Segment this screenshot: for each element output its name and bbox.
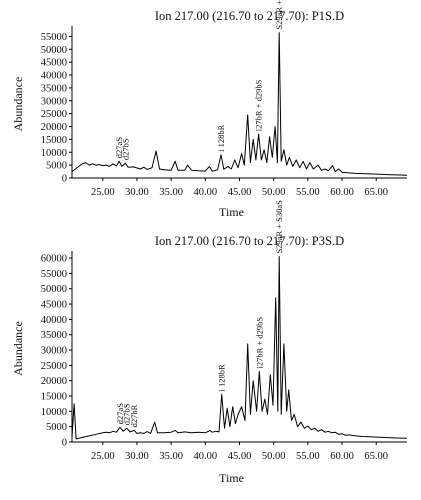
y-tick-label: 5000 [46, 422, 67, 433]
y-tick-label: 10000 [41, 148, 67, 159]
y-tick-label: 20000 [41, 376, 67, 387]
peak-annotation: d27bR [129, 404, 139, 427]
y-tick-label: 50000 [41, 45, 67, 56]
chromatogram-panel-p3s: Ion 217.00 (216.70 to 217.70): P3S.D 0 500… [11, 200, 408, 485]
x-tick-label: 40.00 [194, 187, 218, 198]
x-tick-label: 55.00 [296, 451, 320, 462]
y-tick-label: 25000 [41, 109, 67, 120]
peak-annotation: d27aS [115, 403, 125, 425]
y-tick-label: 30000 [41, 96, 67, 107]
peak-annotation: i 128bR [217, 364, 227, 391]
x-tick-label: 50.00 [262, 451, 286, 462]
peak-annotation: i 128bR [216, 124, 226, 151]
x-tick-label: 65.00 [364, 451, 388, 462]
peak-annotation: d27aS [114, 137, 124, 159]
x-tick-label: 45.00 [228, 451, 252, 462]
y-tick-label: 10000 [41, 407, 67, 418]
peak-annotation: d27bS [122, 403, 132, 425]
x-tick-label: 30.00 [125, 451, 149, 462]
peak-annotation: S29aR + S30aS [274, 200, 284, 254]
peak-annotation: i27bR + d29bS [254, 79, 264, 131]
y-tick-label: 0 [62, 438, 67, 449]
x-tick-label: 60.00 [330, 187, 354, 198]
y-tick-label: 50000 [41, 284, 67, 295]
x-tick-label: 25.00 [91, 451, 115, 462]
y-tick-label: 0 [62, 174, 67, 185]
y-tick-label: 60000 [41, 254, 67, 265]
y-tick-label: 35000 [41, 330, 67, 341]
y-tick-label: 15000 [41, 135, 67, 146]
y-tick-label: 20000 [41, 122, 67, 133]
x-axis-title: Time [219, 471, 244, 485]
x-tick-label: 30.00 [125, 187, 149, 198]
x-tick-label: 55.00 [296, 187, 320, 198]
x-tick-label: 45.00 [228, 187, 252, 198]
y-tick-label: 55000 [41, 269, 67, 280]
y-tick-label: 40000 [41, 71, 67, 82]
x-tick-label: 50.00 [262, 187, 286, 198]
chromatogram-trace [71, 32, 408, 176]
y-tick-label: 30000 [41, 346, 67, 357]
y-tick-label: 35000 [41, 83, 67, 94]
y-tick-label: 15000 [41, 392, 67, 403]
y-axis-title: Abundance [11, 321, 25, 376]
y-tick-label: 40000 [41, 315, 67, 326]
peak-annotation: S29aR + S30aS [274, 0, 284, 30]
x-tick-label: 40.00 [194, 451, 218, 462]
y-tick-label: 45000 [41, 58, 67, 69]
peak-annotation: d27bS [120, 138, 130, 160]
chart-title: Ion 217.00 (216.70 to 217.70): P1S.D [155, 9, 344, 23]
y-tick-label: 25000 [41, 361, 67, 372]
x-tick-label: 25.00 [91, 187, 115, 198]
y-tick-label: 5000 [46, 161, 67, 172]
peak-annotation: i27bR + d29bS [254, 317, 264, 369]
chromatogram-trace [71, 256, 408, 440]
x-tick-label: 60.00 [330, 451, 354, 462]
x-tick-label: 65.00 [364, 187, 388, 198]
chromatogram-panel-p1s: Ion 217.00 (216.70 to 217.70): P1S.D 0 500… [11, 0, 408, 219]
x-tick-label: 35.00 [159, 187, 183, 198]
chart-title: Ion 217.00 (216.70 to 217.70): P3S.D [155, 234, 344, 248]
y-tick-label: 45000 [41, 300, 67, 311]
x-axis-title: Time [219, 205, 244, 219]
x-tick-label: 35.00 [159, 451, 183, 462]
y-axis-title: Abundance [11, 77, 25, 132]
y-tick-label: 55000 [41, 32, 67, 43]
